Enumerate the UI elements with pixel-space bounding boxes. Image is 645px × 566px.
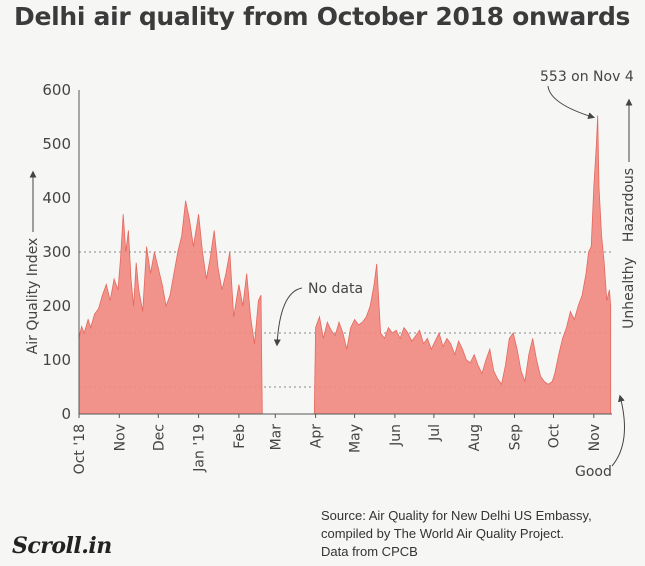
y-tick-600: 600	[42, 81, 71, 99]
y-tick-200: 200	[42, 297, 71, 315]
tick-labels: 0 100 200 300 400 500 600 Oct '18 Nov Dec Jan '19 F…	[25, 81, 637, 474]
x-tick-label: Jul	[427, 424, 443, 442]
y-tick-400: 400	[42, 189, 71, 207]
x-tick-label: Nov	[587, 424, 603, 451]
x-tick-label: Mar	[268, 424, 284, 451]
x-tick-label: Jun	[388, 424, 404, 447]
no-data-arrow	[273, 287, 303, 347]
good-arrow	[611, 394, 625, 467]
y-tick-500: 500	[42, 135, 71, 153]
x-tick-label: Aug	[467, 424, 483, 451]
good-label: Good	[575, 464, 612, 480]
chart-title: Delhi air quality from October 2018 onwa…	[14, 2, 631, 31]
aqi-area	[78, 115, 612, 415]
y-axis-title: Air Quality Index	[25, 238, 41, 355]
y-tick-0: 0	[61, 405, 71, 423]
annotations: Good 553 on Nov 4 No data	[29, 69, 634, 480]
x-tick-label: Jan '19	[192, 424, 208, 473]
x-tick-label: Apr	[309, 424, 325, 448]
x-tick-label: Oct '18	[72, 424, 88, 474]
unhealthy-label: Unhealthy	[621, 257, 637, 329]
hazardous-label: Hazardous	[621, 168, 637, 242]
peak-annotation: 553 on Nov 4	[540, 69, 634, 85]
axes	[78, 90, 612, 418]
y-tick-300: 300	[42, 243, 71, 261]
aqi-series	[78, 115, 612, 415]
x-tick-label: Nov	[112, 424, 128, 451]
no-data-annotation: No data	[308, 281, 363, 297]
x-tick-label: Oct	[547, 424, 563, 449]
source-note: Source: Air Quality for New Delhi US Emb…	[321, 508, 592, 559]
y-tick-100: 100	[42, 351, 71, 369]
x-tick-label: Feb	[232, 424, 248, 449]
peak-arrow	[547, 85, 596, 120]
x-tick-label: Dec	[151, 424, 167, 451]
scroll-logo: Scroll.in	[12, 533, 112, 559]
x-tick-label: May	[348, 424, 364, 453]
x-tick-label: Sep	[508, 424, 524, 451]
